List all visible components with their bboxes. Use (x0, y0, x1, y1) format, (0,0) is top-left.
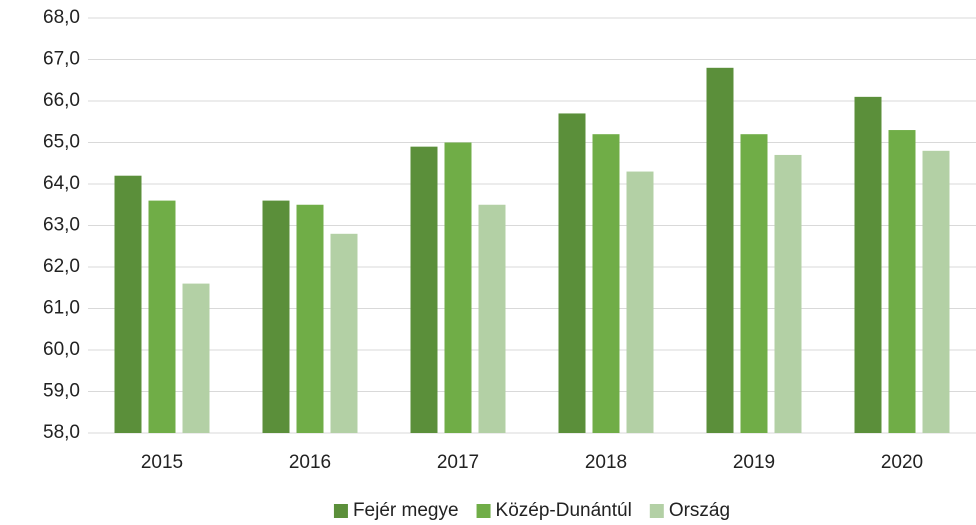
bar (922, 150, 950, 434)
y-tick-label: 66,0 (43, 90, 80, 111)
y-tick-label: 65,0 (43, 132, 80, 153)
y-tick-label: 59,0 (43, 381, 80, 402)
bar (182, 283, 210, 433)
bar (592, 134, 620, 433)
bar (262, 200, 290, 433)
legend-swatch (333, 504, 348, 518)
bar (854, 96, 882, 433)
bar (444, 142, 472, 433)
y-tick-label: 60,0 (43, 339, 80, 360)
bar (296, 204, 324, 433)
y-tick-label: 68,0 (43, 7, 80, 28)
y-tick-label: 63,0 (43, 215, 80, 236)
legend-label: Ország (669, 500, 730, 521)
bar (740, 134, 768, 433)
legend-swatch (649, 504, 664, 518)
legend-label: Fejér megye (353, 500, 459, 521)
bar (148, 200, 176, 433)
y-tick-label: 58,0 (43, 422, 80, 443)
y-tick-label: 62,0 (43, 256, 80, 277)
bar (774, 154, 802, 433)
legend-swatch (476, 504, 491, 518)
bar (626, 171, 654, 434)
x-tick-label: 2016 (289, 452, 331, 473)
bar (706, 67, 734, 434)
x-tick-label: 2019 (733, 452, 775, 473)
y-tick-label: 61,0 (43, 298, 80, 319)
legend-label: Közép-Dunántúl (496, 500, 632, 521)
x-tick-label: 2018 (585, 452, 627, 473)
y-tick-label: 67,0 (43, 49, 80, 70)
bar (478, 204, 506, 433)
x-tick-label: 2017 (437, 452, 479, 473)
x-tick-label: 2020 (881, 452, 923, 473)
bar (888, 130, 916, 434)
bar (558, 113, 586, 433)
y-tick-label: 64,0 (43, 173, 80, 194)
bar (330, 233, 358, 433)
x-tick-label: 2015 (141, 452, 183, 473)
bar (114, 175, 142, 433)
bar (410, 146, 438, 433)
